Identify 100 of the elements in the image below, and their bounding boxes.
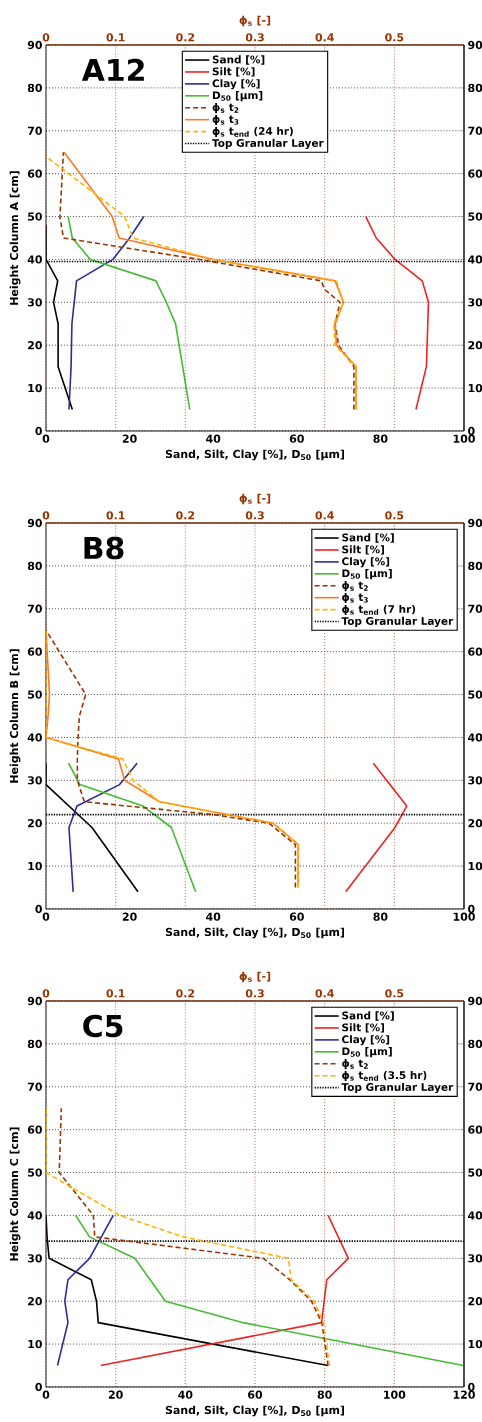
legend-label: Sand [%]	[342, 1011, 394, 1021]
x2-tick-label: 0.4	[315, 511, 334, 520]
chart-title: A12	[81, 58, 144, 81]
x-tick-label: 40	[206, 434, 221, 443]
y-tick-label: 80	[27, 1039, 42, 1049]
x-axis-title: Sand, Silt, Clay [%], D$_{50}$ [µm]	[165, 449, 345, 461]
y-axis-title: Height Column B [cm]	[9, 649, 21, 783]
x2-tick-label: 0	[42, 33, 50, 42]
y2-tick-label: 20	[468, 341, 482, 350]
x2-tick-label: 0.3	[245, 511, 264, 520]
legend-label: Top Granular Layer	[341, 1082, 454, 1094]
y2-tick-label: 80	[468, 561, 482, 571]
line-series	[67, 215, 191, 411]
legend-label: Silt [%]	[342, 545, 384, 555]
y-tick-label: 30	[27, 776, 42, 785]
x2-tick-label: 0.3	[245, 989, 264, 998]
x-tick-label: 80	[373, 912, 388, 921]
y-tick-label: 90	[27, 40, 42, 50]
legend-label: Clay [%]	[342, 557, 390, 568]
line-series	[364, 215, 430, 411]
y2-tick-label: 40	[468, 1211, 482, 1220]
y-tick-label: 60	[27, 647, 42, 656]
y-tick-label: 0	[35, 1382, 42, 1392]
y2-tick-label: 80	[468, 1039, 482, 1049]
y2-tick-label: 30	[468, 776, 482, 785]
y2-tick-label: 50	[468, 1168, 482, 1177]
y-tick-label: 0	[35, 426, 42, 436]
line-series	[67, 762, 197, 893]
legend-label: Sand [%]	[342, 533, 394, 543]
legend-label: ϕ$_{s}$ t$_{end}$ (7 hr)	[342, 604, 416, 616]
x-tick-label: 60	[289, 434, 304, 443]
x2-tick-label: 0	[42, 511, 50, 520]
x-tick-label: 0	[42, 1390, 50, 1399]
x-axis-title: Sand, Silt, Clay [%], D$_{50}$ [µm]	[165, 927, 345, 939]
x2-axis-title: ϕ$_{s}$ [-]	[239, 493, 271, 505]
line-series	[74, 1214, 464, 1367]
legend-label: ϕ$_{s}$ t$_{2}$	[342, 1059, 368, 1070]
y2-tick-label: 70	[468, 1082, 482, 1091]
y2-tick-label: 10	[468, 1339, 482, 1349]
x2-tick-label: 0.1	[106, 33, 125, 42]
legend-label: D$_{50}$ [µm]	[212, 91, 263, 102]
legend-label: ϕ$_{s}$ t$_{end}$ (3.5 hr)	[342, 1070, 427, 1082]
y-tick-label: 50	[28, 212, 42, 221]
y2-tick-label: 60	[468, 1125, 482, 1134]
x2-tick-label: 0.2	[176, 33, 195, 42]
legend-label: Silt [%]	[342, 1023, 384, 1033]
y2-tick-label: 60	[468, 169, 482, 178]
y-tick-label: 60	[27, 169, 42, 178]
x-axis-title: Sand, Silt, Clay [%], D$_{50}$ [µm]	[165, 1405, 345, 1417]
legend-label: D$_{50}$ [µm]	[342, 569, 392, 580]
y-tick-label: 0	[35, 904, 42, 914]
x-tick-label: 100	[384, 1390, 406, 1399]
line-series	[56, 1214, 115, 1367]
x-tick-label: 60	[248, 1390, 263, 1399]
y2-tick-label: 0	[468, 1382, 475, 1392]
y-axis-title: Height Column C [cm]	[9, 1127, 21, 1261]
y-tick-label: 80	[27, 561, 42, 571]
y-tick-label: 80	[27, 83, 42, 93]
x2-tick-label: 0.5	[385, 511, 404, 520]
x-tick-label: 40	[178, 1390, 193, 1399]
y-tick-label: 70	[27, 126, 42, 135]
y-tick-label: 30	[27, 298, 42, 307]
x2-tick-label: 0	[42, 989, 50, 998]
x-tick-label: 40	[206, 912, 221, 921]
x-tick-label: 80	[373, 434, 388, 443]
line-series	[68, 215, 145, 411]
x2-tick-label: 0.5	[385, 989, 404, 998]
y-tick-label: 20	[28, 341, 42, 350]
x2-axis-title: ϕ$_{s}$ [-]	[239, 971, 271, 983]
chart-title: B8	[84, 536, 124, 560]
x2-tick-label: 0.5	[385, 33, 404, 42]
y-axis-title: Height Column A [cm]	[9, 171, 21, 305]
legend-label: Clay [%]	[342, 1035, 390, 1046]
y-tick-label: 60	[27, 1125, 42, 1134]
y2-tick-label: 10	[468, 383, 482, 393]
y2-tick-label: 20	[468, 819, 482, 828]
x-tick-label: 100	[453, 434, 475, 443]
y-tick-label: 40	[27, 255, 42, 264]
legend-label: ϕ$_{s}$ t$_{3}$	[342, 592, 368, 604]
y2-tick-label: 90	[468, 996, 482, 1006]
y2-tick-label: 90	[468, 518, 482, 528]
y2-tick-label: 50	[468, 690, 482, 699]
line-series	[68, 762, 138, 893]
y2-tick-label: 30	[468, 1254, 482, 1263]
y2-tick-label: 0	[468, 904, 475, 914]
y-tick-label: 10	[28, 1339, 42, 1349]
x-tick-label: 120	[453, 1390, 475, 1399]
x-tick-label: 0	[42, 912, 50, 921]
x2-tick-label: 0.3	[245, 33, 264, 42]
y-tick-label: 10	[28, 383, 42, 393]
y-tick-label: 70	[27, 604, 42, 613]
y-tick-label: 90	[27, 996, 42, 1006]
legend-label: Silt [%]	[212, 67, 255, 77]
y-tick-label: 40	[27, 733, 42, 742]
x2-tick-label: 0.2	[176, 511, 195, 520]
y-tick-label: 50	[28, 690, 42, 699]
y2-tick-label: 70	[468, 126, 482, 135]
legend-label: Top Granular Layer	[212, 138, 324, 150]
x2-tick-label: 0.4	[315, 989, 334, 998]
y-tick-label: 10	[28, 861, 42, 871]
